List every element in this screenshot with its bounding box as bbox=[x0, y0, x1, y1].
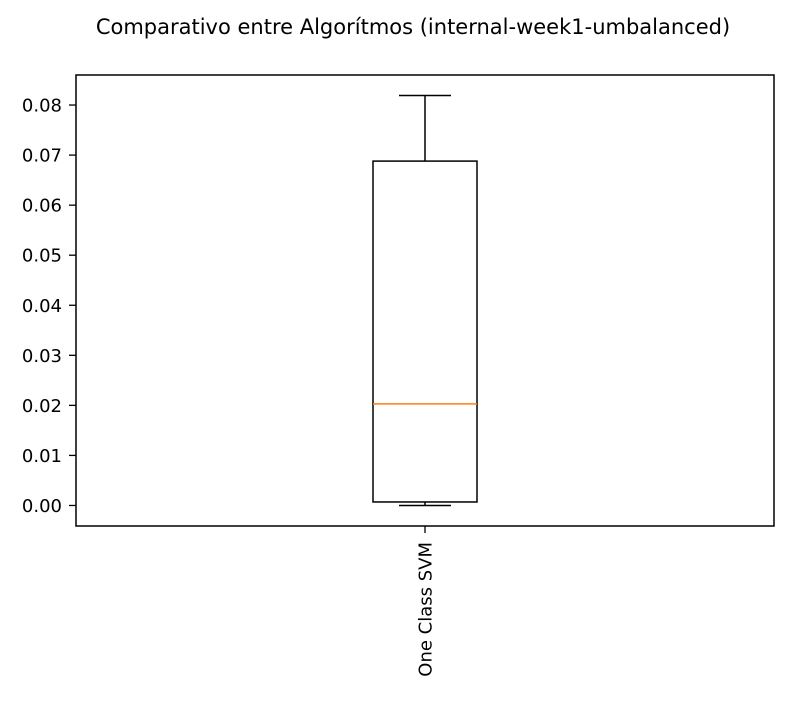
plot-area bbox=[372, 94, 478, 507]
y-tick-label: 0.08 bbox=[22, 96, 62, 117]
box-group bbox=[372, 94, 478, 507]
y-tick-label: 0.05 bbox=[22, 246, 62, 267]
x-tick-label: One Class SVM bbox=[416, 542, 437, 677]
y-tick-label: 0.01 bbox=[22, 446, 62, 467]
x-axis: One Class SVM bbox=[416, 526, 437, 677]
y-tick-label: 0.07 bbox=[22, 146, 62, 167]
y-tick-label: 0.06 bbox=[22, 196, 62, 217]
y-axis: 0.00 0.01 0.02 0.03 0.04 0.05 0.06 0.07 0.08 bbox=[22, 96, 76, 517]
box-iqr bbox=[372, 160, 478, 503]
y-tick-label: 0.00 bbox=[22, 496, 62, 517]
chart-title: Comparativo entre Algorítmos (internal-w… bbox=[96, 15, 730, 39]
y-tick-label: 0.02 bbox=[22, 396, 62, 417]
y-tick-label: 0.04 bbox=[22, 296, 62, 317]
y-tick-label: 0.03 bbox=[22, 346, 62, 367]
